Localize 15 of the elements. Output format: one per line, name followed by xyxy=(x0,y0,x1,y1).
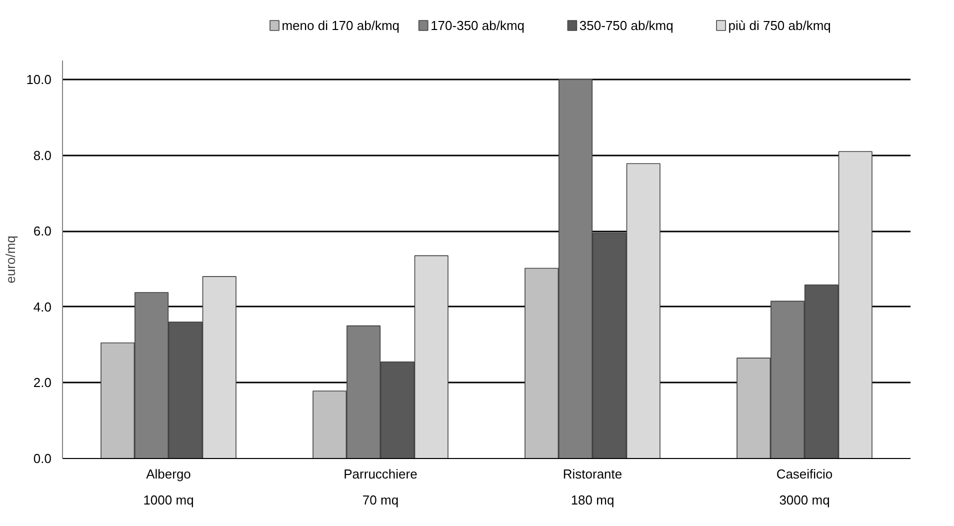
y-tick-label: 8.0 xyxy=(33,148,52,163)
y-tick-label: 0.0 xyxy=(33,451,52,466)
legend-label: più di 750 ab/kmq xyxy=(728,18,831,33)
legend-label: 170-350 ab/kmq xyxy=(430,18,525,33)
legend-label: 350-750 ab/kmq xyxy=(579,18,674,33)
category-label: Ristorante 180 mq xyxy=(562,466,622,508)
y-tick-label: 10.0 xyxy=(26,72,52,87)
category-label: Parrucchiere 70 mq xyxy=(344,466,418,508)
y-axis-title: euro/mq xyxy=(3,236,18,284)
y-tick-label: 6.0 xyxy=(33,224,52,239)
y-tick-label: 2.0 xyxy=(33,375,52,390)
legend-label: meno di 170 ab/kmq xyxy=(282,18,400,33)
y-tick-label: 4.0 xyxy=(33,299,52,314)
category-label: Albergo 1000 mq xyxy=(143,466,194,508)
category-label: Caseificio 3000 mq xyxy=(776,466,833,508)
